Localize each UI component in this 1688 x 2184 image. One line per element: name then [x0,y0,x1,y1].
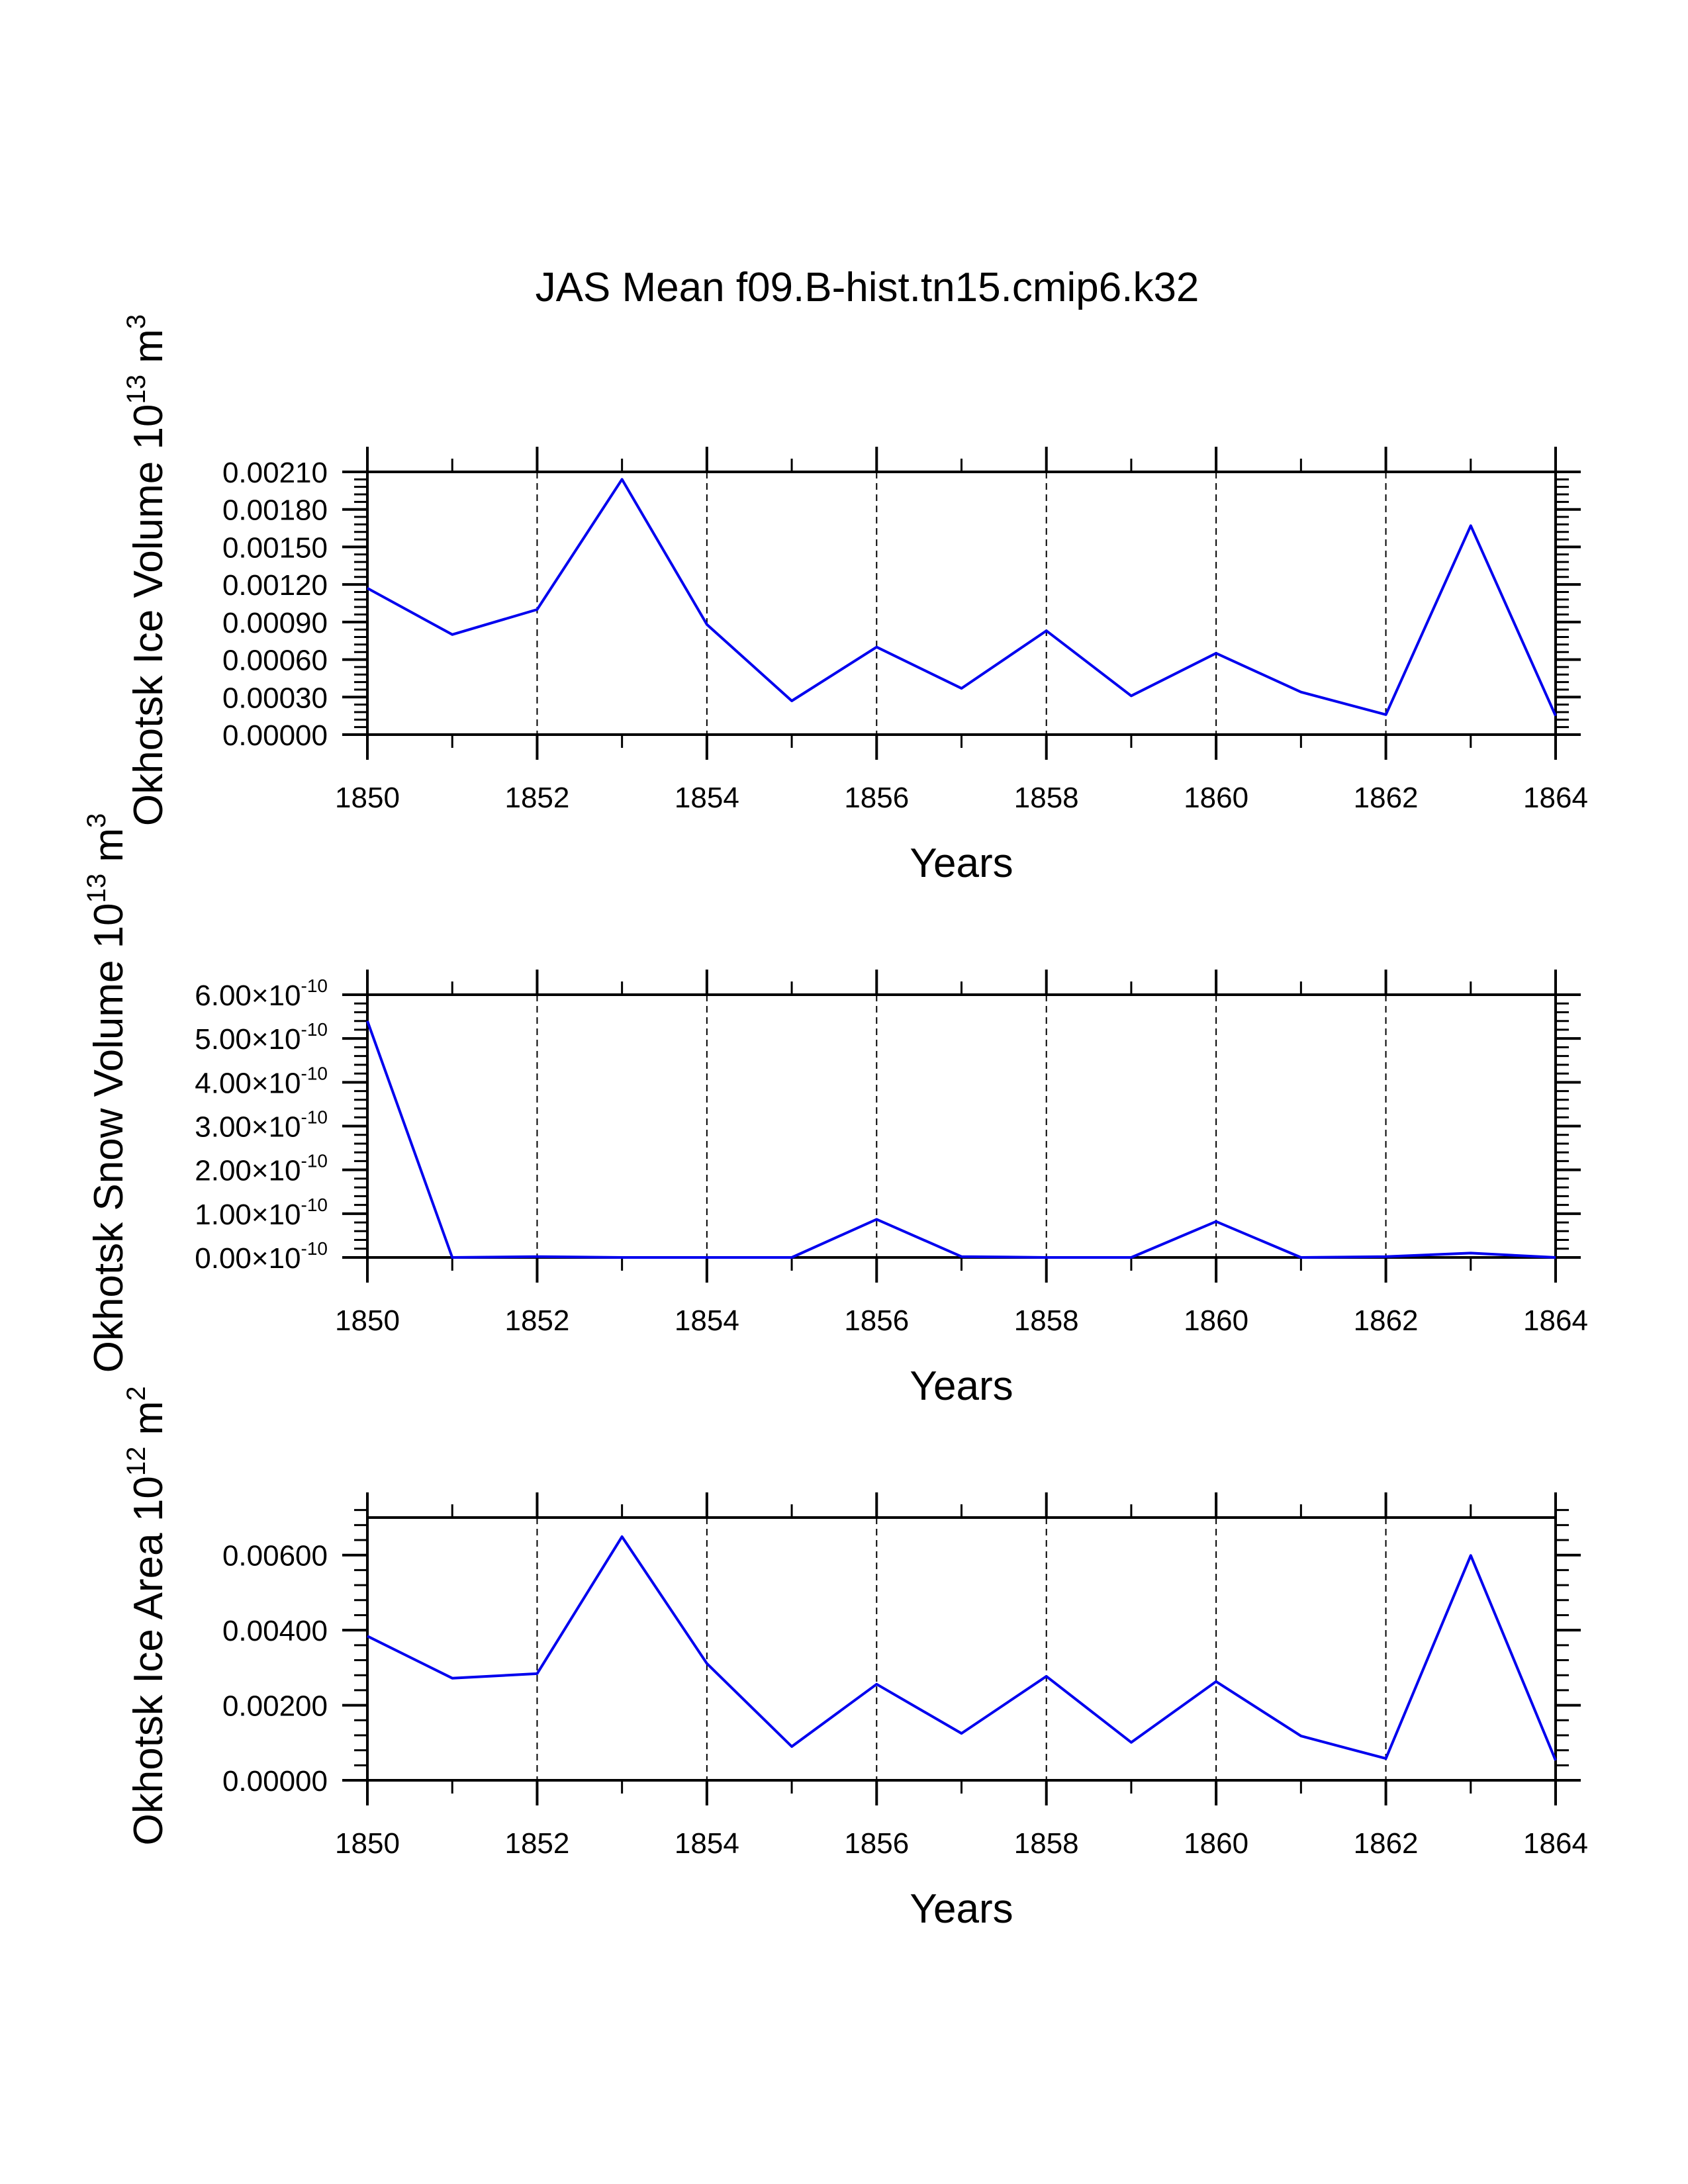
x-tick-label: 1852 [504,1827,569,1860]
x-tick-label: 1862 [1354,1827,1419,1860]
x-tick-label: 1850 [335,782,400,814]
y-tick-label: 3.00×10-10 [195,1107,328,1144]
panel-2: 1850 1852 1854 1856 1858 1860 1862 1864 Years 0.0… [82,813,1588,1409]
y-tick-label: 0.00×10-10 [195,1238,328,1275]
plot-frame [366,993,1557,1259]
y-tick-label: 0.00000 [222,1765,328,1797]
y-tick-label: 0.00150 [222,531,328,564]
y-tick-label: 0.00210 [222,457,328,489]
x-tick-label: 1858 [1014,1827,1079,1860]
x-tick-label: 1852 [504,1304,569,1337]
y-tick-label: 0.00200 [222,1690,328,1723]
panel-3: 1850 1852 1854 1856 1858 1860 1862 1864 Years 0.0… [122,1387,1588,1932]
x-tick-label: 1862 [1354,782,1419,814]
x-tick-label: 1864 [1523,1827,1588,1860]
x-tick-label: 1860 [1184,1827,1248,1860]
x-tick-label: 1856 [844,1304,909,1337]
x-tick-label: 1854 [675,1304,739,1337]
x-tick-label: 1864 [1523,1304,1588,1337]
x-tick-label: 1858 [1014,782,1079,814]
y-tick-label: 0.00000 [222,719,328,752]
y-axis-label: Okhotsk Snow Volume 1013 m3 [82,813,132,1373]
y-tick-label: 0.00030 [222,682,328,714]
y-tick-label: 0.00060 [222,645,328,677]
y-tick-label: 0.00120 [222,569,328,602]
series-line [367,478,1557,717]
x-tick-label: 1850 [335,1304,400,1337]
x-tick-label: 1860 [1184,782,1248,814]
series-line [367,1535,1557,1761]
plot-frame [366,471,1557,736]
series-line [366,1021,1556,1259]
y-tick-label: 0.00180 [222,494,328,527]
y-tick-label: 0.00600 [222,1540,328,1572]
x-tick-label: 1858 [1014,1304,1079,1337]
x-axis-label: Years [910,1886,1013,1932]
y-tick-label: 0.00090 [222,607,328,639]
y-tick-label: 0.00400 [222,1615,328,1647]
x-tick-label: 1860 [1184,1304,1248,1337]
x-tick-label: 1862 [1354,1304,1419,1337]
y-axis-label: Okhotsk Ice Area 1012 m2 [122,1387,171,1846]
plot-frame [366,1516,1557,1782]
x-axis-label: Years [910,841,1013,886]
y-tick-label: 6.00×10-10 [195,976,328,1012]
x-tick-label: 1864 [1523,782,1588,814]
y-tick-label: 2.00×10-10 [195,1151,328,1187]
figure-title: JAS Mean f09.B-hist.tn15.cmip6.k32 [536,265,1199,310]
y-tick-label: 4.00×10-10 [195,1063,328,1099]
y-axis-label: Okhotsk Ice Volume 1013 m3 [122,314,171,826]
y-tick-label: 1.00×10-10 [195,1195,328,1231]
x-tick-label: 1854 [675,1827,739,1860]
x-tick-label: 1856 [844,1827,909,1860]
x-tick-label: 1852 [504,782,569,814]
x-tick-label: 1850 [335,1827,400,1860]
panel-1: 1850 1852 1854 1856 1858 1860 1862 1864 Years 0.0… [122,314,1588,886]
x-axis-label: Years [910,1363,1013,1409]
x-tick-label: 1856 [844,782,909,814]
y-tick-label: 5.00×10-10 [195,1019,328,1056]
x-tick-label: 1854 [675,782,739,814]
